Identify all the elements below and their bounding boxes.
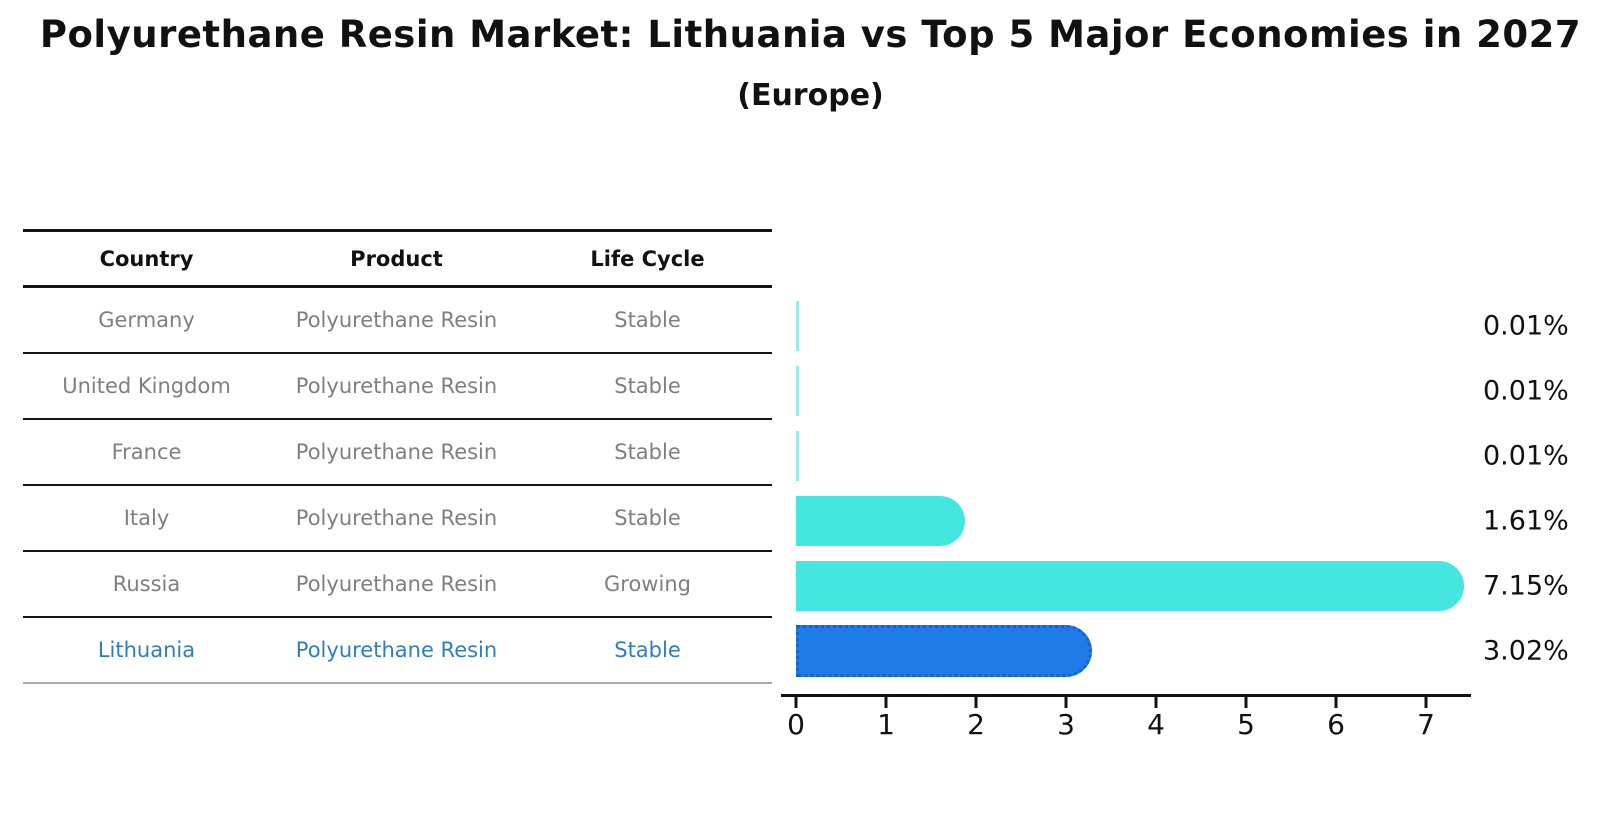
value-label: 0.01% (1483, 440, 1569, 472)
value-label: 0.01% (1483, 375, 1569, 407)
table-row-united-kingdom: United Kingdom Polyurethane Resin Stable (23, 354, 772, 420)
bar-russia (796, 561, 1464, 611)
cell-life-cycle: Stable (614, 374, 681, 398)
cell-life-cycle: Growing (604, 572, 691, 596)
value-label: 3.02% (1483, 635, 1569, 667)
x-axis-tick (1424, 697, 1428, 708)
cell-product: Polyurethane Resin (295, 374, 498, 398)
value-label: 7.15% (1483, 570, 1569, 602)
cell-product: Polyurethane Resin (295, 308, 498, 332)
cell-country: Russia (112, 572, 181, 596)
cell-country: Italy (123, 506, 170, 530)
chart-title: Polyurethane Resin Market: Lithuania vs … (39, 13, 1582, 56)
x-axis-tick-label: 3 (1057, 708, 1075, 741)
x-axis-tick-label: 0 (787, 708, 805, 741)
cell-life-cycle: Stable (614, 638, 681, 662)
x-axis-tick (1244, 697, 1248, 708)
x-axis-tick-label: 6 (1327, 708, 1345, 741)
bar-france (796, 431, 799, 481)
cell-life-cycle: Stable (614, 506, 681, 530)
bar-united-kingdom (796, 366, 799, 416)
table-row-russia: Russia Polyurethane Resin Growing (23, 552, 772, 618)
table-header-row: Country Product Life Cycle (23, 229, 772, 288)
cell-product: Polyurethane Resin (295, 638, 498, 662)
cell-life-cycle: Stable (614, 440, 681, 464)
x-axis-tick-label: 1 (877, 708, 895, 741)
bar-italy (796, 496, 965, 546)
x-axis-tick-label: 2 (967, 708, 985, 741)
cell-country: France (111, 440, 182, 464)
cell-country: Germany (98, 308, 195, 332)
x-axis-tick (974, 697, 978, 708)
cell-product: Polyurethane Resin (295, 506, 498, 530)
cell-life-cycle: Stable (614, 308, 681, 332)
cell-product: Polyurethane Resin (295, 572, 498, 596)
table-row-italy: Italy Polyurethane Resin Stable (23, 486, 772, 552)
table-row-france: France Polyurethane Resin Stable (23, 420, 772, 486)
x-axis-tick-label: 5 (1237, 708, 1255, 741)
header-cell-life-cycle: Life Cycle (590, 246, 705, 271)
x-axis-tick-label: 4 (1147, 708, 1165, 741)
value-label: 0.01% (1483, 310, 1569, 342)
x-axis-tick (884, 697, 888, 708)
table-row-germany: Germany Polyurethane Resin Stable (23, 288, 772, 354)
bar-lithuania (796, 625, 1092, 677)
cell-country: United Kingdom (62, 374, 231, 398)
header-cell-country: Country (99, 246, 194, 271)
x-axis-tick-label: 7 (1417, 708, 1435, 741)
table-row-lithuania: Lithuania Polyurethane Resin Stable (23, 618, 772, 684)
country-table: Country Product Life Cycle Germany Polyu… (23, 229, 772, 684)
x-axis-tick (794, 697, 798, 708)
bar-germany (796, 301, 799, 351)
cell-product: Polyurethane Resin (295, 440, 498, 464)
cell-country: Lithuania (97, 638, 196, 662)
x-axis-tick (1154, 697, 1158, 708)
x-axis-tick (1334, 697, 1338, 708)
value-label: 1.61% (1483, 505, 1569, 537)
x-axis-line (781, 694, 1471, 697)
x-axis-tick (1064, 697, 1068, 708)
chart-subtitle: (Europe) (737, 78, 884, 113)
header-cell-product: Product (350, 246, 443, 271)
